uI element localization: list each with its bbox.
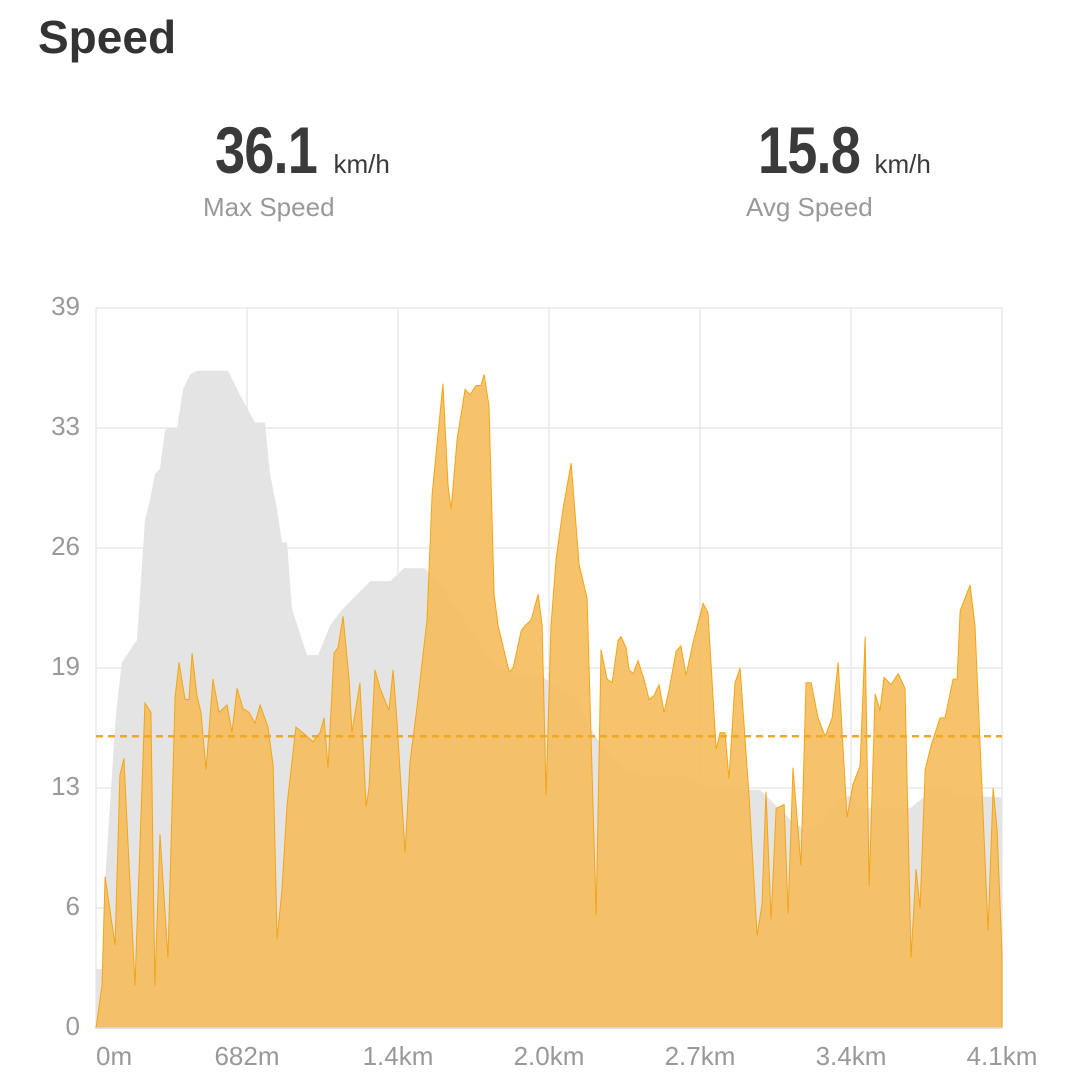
stat: 15.8 km/h Avg Speed bbox=[746, 112, 978, 223]
y-tick-label: 6 bbox=[66, 891, 80, 921]
stat-row: 36.1 km/h bbox=[215, 112, 435, 188]
stat-row: 15.8 km/h bbox=[758, 112, 978, 188]
y-tick-label: 26 bbox=[51, 531, 80, 561]
stat-label: Avg Speed bbox=[746, 192, 873, 222]
x-tick-label: 682m bbox=[214, 1041, 279, 1071]
stat: 36.1 km/h Max Speed bbox=[203, 112, 435, 223]
x-tick-label: 0m bbox=[96, 1041, 132, 1071]
x-tick-label: 4.1km bbox=[967, 1041, 1038, 1071]
area bbox=[95, 374, 1003, 1029]
y-tick-label: 39 bbox=[51, 291, 80, 321]
x-tick-label: 2.0km bbox=[514, 1041, 585, 1071]
x-tick-label: 2.7km bbox=[665, 1041, 736, 1071]
y-tick-label: 13 bbox=[51, 771, 80, 801]
title: Speed bbox=[38, 11, 177, 63]
y-tick-label: 19 bbox=[51, 651, 80, 681]
y-tick-label: 0 bbox=[66, 1011, 80, 1041]
stat-unit: km/h bbox=[874, 149, 931, 179]
stat-unit: km/h bbox=[333, 149, 390, 179]
stat-value: 15.8 bbox=[758, 113, 861, 187]
y-tick-label: 33 bbox=[51, 411, 80, 441]
x-tick-label: 1.4km bbox=[363, 1041, 434, 1071]
x-tick-label: 3.4km bbox=[816, 1041, 887, 1071]
stat-label: Max Speed bbox=[203, 192, 335, 222]
stat-value: 36.1 bbox=[215, 113, 318, 187]
